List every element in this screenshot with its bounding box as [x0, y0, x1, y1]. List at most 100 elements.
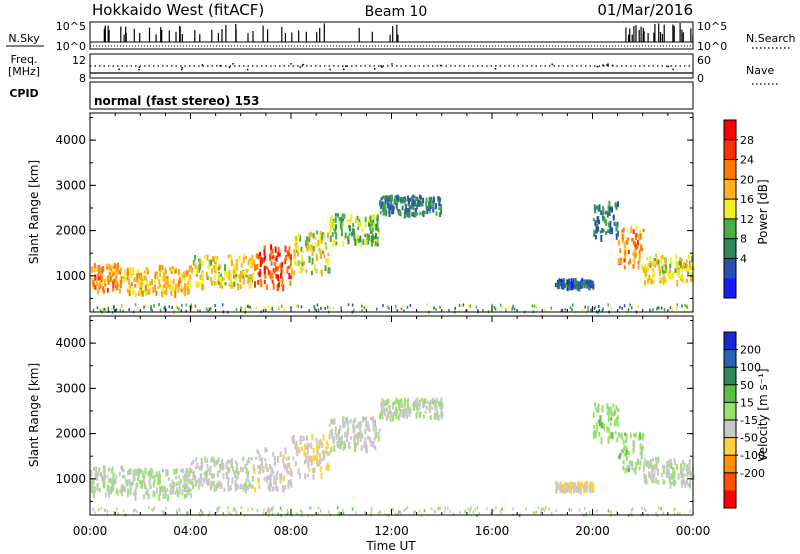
scatter-cell: [371, 239, 374, 244]
ground-scatter-cell: [208, 306, 210, 310]
scatter-cell: [251, 255, 254, 260]
scatter-cell: [343, 422, 346, 427]
scatter-cell: [416, 203, 419, 210]
ground-scatter-cell: [341, 508, 344, 512]
scatter-cell: [104, 283, 107, 287]
scatter-cell: [429, 409, 432, 414]
scatter-cell: [237, 284, 240, 291]
scatter-cell: [428, 401, 431, 409]
ground-scatter-cell: [568, 508, 571, 512]
scatter-cell: [655, 256, 658, 263]
scatter-cell: [642, 228, 645, 233]
scatter-cell: [621, 233, 624, 241]
scatter-cell: [112, 286, 115, 292]
scatter-cell: [669, 458, 672, 463]
scatter-cell: [616, 437, 619, 443]
ground-scatter-cell: [542, 507, 544, 511]
scatter-cell: [310, 461, 313, 466]
scatter-cell: [290, 275, 293, 280]
ground-scatter-cell: [317, 308, 320, 312]
scatter-cell: [167, 281, 169, 288]
scatter-cell: [170, 290, 173, 297]
scatter-cell: [596, 408, 598, 413]
ground-scatter-cell: [581, 512, 583, 516]
scatter-cell: [213, 486, 216, 493]
scatter-cell: [688, 459, 691, 464]
ground-scatter-cell: [104, 509, 106, 513]
scatter-cell: [415, 415, 418, 419]
scatter-cell: [602, 216, 605, 221]
scatter-cell: [298, 447, 301, 454]
scatter-cell: [662, 270, 665, 277]
scatter-cell: [440, 401, 443, 406]
scatter-cell: [392, 401, 395, 406]
scatter-cell: [124, 276, 127, 283]
ground-scatter-cell: [122, 509, 125, 513]
scatter-cell: [642, 465, 645, 472]
scatter-cell: [342, 447, 345, 451]
scatter-cell: [233, 470, 235, 474]
ground-scatter-cell: [153, 304, 155, 308]
scatter-cell: [586, 483, 589, 489]
scatter-cell: [439, 402, 442, 410]
scatter-cell: [194, 264, 197, 270]
scatter-cell: [329, 221, 332, 226]
scatter-cell: [255, 456, 258, 460]
ground-scatter-cell: [96, 306, 99, 310]
scatter-cell: [291, 268, 294, 276]
ground-scatter-cell: [128, 308, 130, 312]
scatter-cell: [314, 242, 317, 248]
scatter-cell: [653, 272, 656, 278]
scatter-cell: [584, 484, 587, 490]
scatter-cell: [423, 398, 426, 405]
ground-scatter-cell: [643, 507, 645, 511]
velocity-scatter: [90, 397, 695, 518]
scatter-cell: [357, 439, 359, 443]
colorbar-segment: [724, 139, 736, 161]
ground-scatter-cell: [171, 306, 173, 309]
scatter-cell: [327, 464, 330, 471]
scatter-cell: [251, 475, 254, 482]
ground-scatter-cell: [235, 512, 238, 516]
scatter-cell: [616, 420, 619, 428]
ground-scatter-cell: [271, 507, 273, 511]
scatter-cell: [318, 445, 321, 449]
scatter-cell: [234, 479, 237, 486]
ground-scatter-cell: [663, 308, 666, 312]
nave-dot: [181, 68, 183, 71]
scatter-cell: [348, 219, 351, 225]
ground-scatter-cell: [245, 305, 247, 309]
scatter-cell: [606, 425, 609, 432]
scatter-cell: [308, 468, 311, 472]
scatter-cell: [341, 218, 344, 223]
scatter-cell: [115, 271, 118, 278]
scatter-cell: [308, 232, 311, 240]
scatter-cell: [263, 257, 265, 263]
ground-scatter-cell: [662, 511, 665, 515]
scatter-cell: [338, 445, 341, 449]
scatter-cell: [321, 270, 323, 277]
scatter-cell: [577, 281, 580, 285]
scatter-cell: [623, 246, 626, 251]
ground-scatter-cell: [278, 306, 280, 310]
ground-scatter-cell: [105, 307, 107, 311]
scatter-cell: [98, 264, 101, 269]
scatter-cell: [382, 195, 385, 199]
scatter-cell: [608, 410, 611, 416]
ground-scatter-cell: [296, 304, 298, 308]
scatter-cell: [280, 273, 282, 279]
scatter-cell: [385, 407, 388, 412]
scatter-cell: [257, 471, 260, 475]
ground-scatter-cell: [134, 508, 136, 512]
ground-scatter-cell: [570, 508, 573, 512]
scatter-cell: [113, 262, 116, 269]
scatter-cell: [104, 492, 107, 498]
scatter-cell: [116, 270, 119, 275]
scatter-cell: [410, 202, 413, 210]
scatter-cell: [270, 244, 273, 250]
ground-scatter-cell: [332, 306, 335, 310]
scatter-cell: [602, 228, 605, 233]
scatter-cell: [612, 215, 615, 221]
scatter-cell: [620, 260, 623, 266]
